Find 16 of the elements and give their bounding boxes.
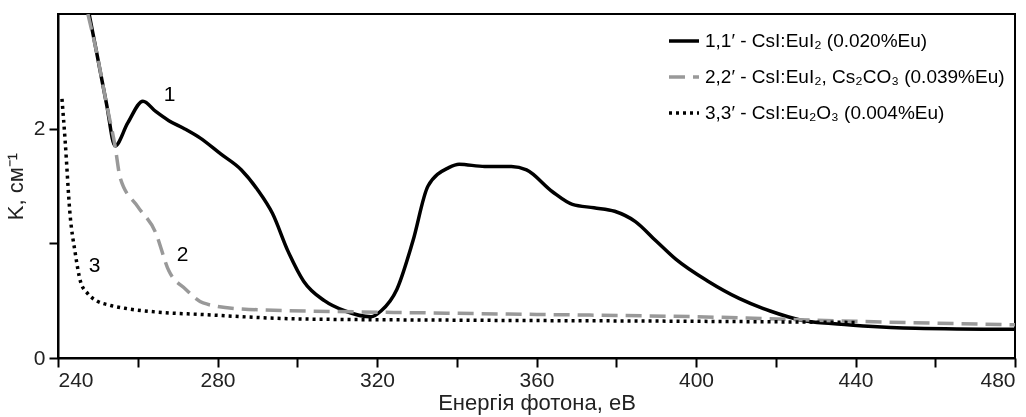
y-tick-label: 0: [33, 345, 46, 369]
annotation: 3: [88, 253, 101, 277]
x-tick-label: 440: [838, 367, 874, 391]
annotation: 2: [176, 241, 189, 265]
x-tick-label: 280: [200, 367, 236, 391]
x-tick-label: 240: [58, 367, 94, 391]
legend-label: 2,2′ - CsI:EuI₂, Cs₂CO₃ (0.039%Eu): [705, 66, 1005, 87]
x-tick-label: 480: [980, 367, 1016, 391]
x-tick-label: 320: [359, 367, 396, 391]
x-axis-title: Енергія фотона, еВ: [438, 389, 636, 415]
x-tick-label: 360: [519, 367, 555, 391]
annotation: 1: [163, 82, 176, 106]
x-tick-label: 400: [678, 367, 715, 391]
legend-label: 1,1′ - CsI:EuI₂ (0.020%Eu): [705, 30, 928, 51]
legend-label: 3,3′ - CsI:Eu₂O₃ (0.004%Eu): [705, 102, 945, 123]
y-axis-title: K, см⁻¹: [2, 152, 28, 221]
